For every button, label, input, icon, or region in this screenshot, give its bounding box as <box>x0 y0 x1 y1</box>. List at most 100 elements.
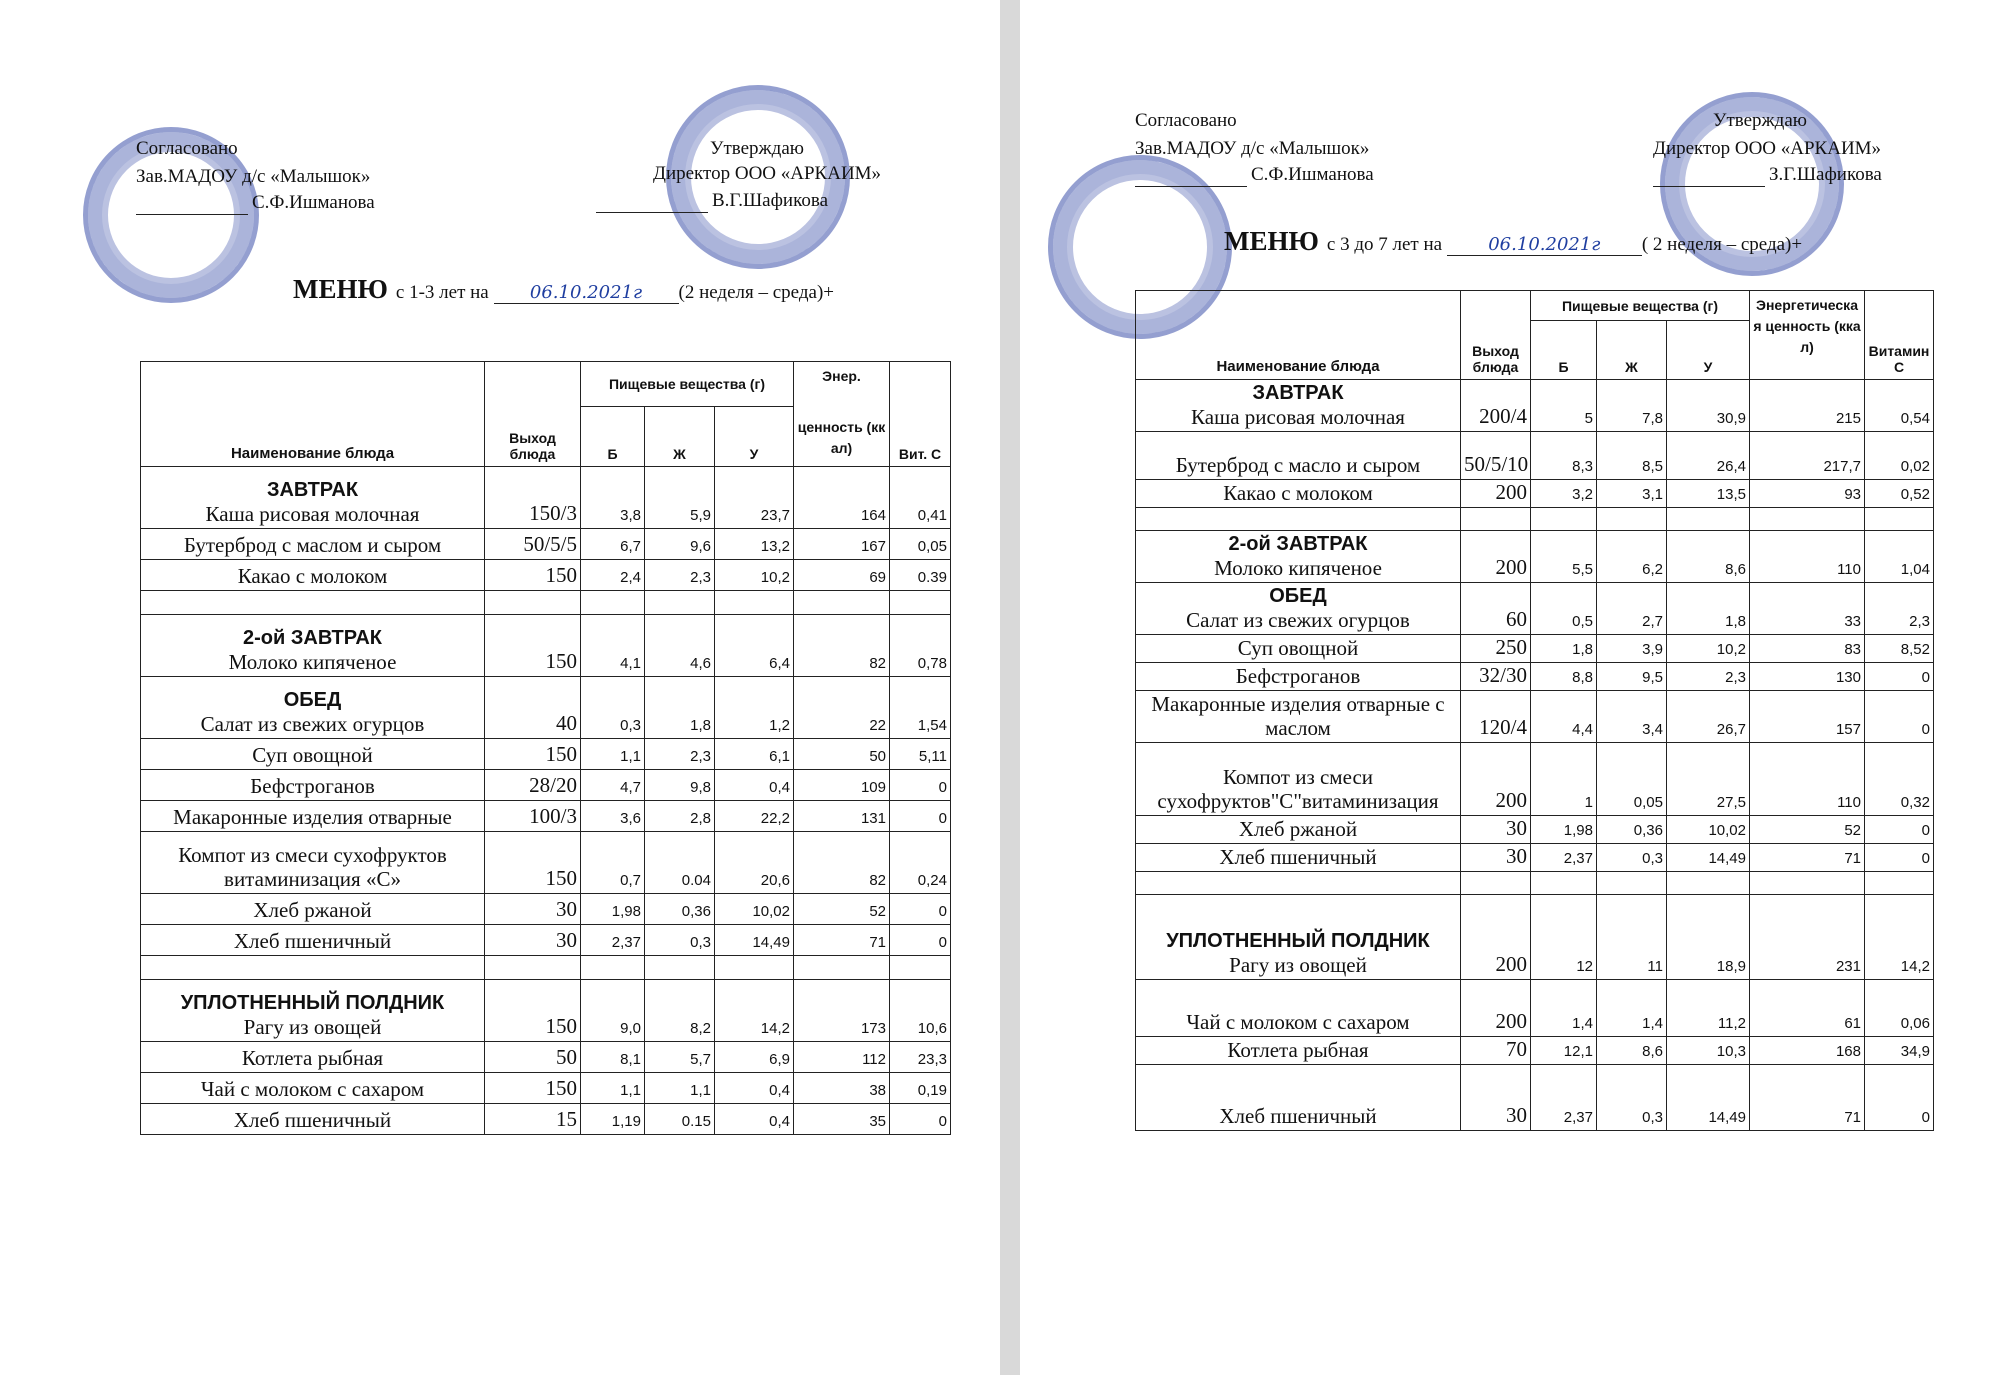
menu-week: (2 неделя – среда)+ <box>678 282 835 303</box>
value: 4,7 <box>620 779 641 796</box>
value-cell: 168 <box>1749 1036 1865 1065</box>
energy-header-line: Энер. <box>822 368 861 384</box>
value: 1,8 <box>690 717 711 734</box>
value-cell: 0,3 <box>1596 1064 1667 1131</box>
table-row: Макаронные изделия отварные 100/3 3,6 2,8 22… <box>140 800 951 832</box>
approval-position: Зав.МАДОУ д/с «Малышок» <box>136 166 371 187</box>
meal-heading: ЗАВТРАК <box>1252 381 1344 404</box>
dish-cell: Чай с молоком с сахаром <box>1135 979 1461 1037</box>
dish-name: Чай с молоком с сахаром <box>1186 1009 1410 1034</box>
value: 14,2 <box>760 1020 790 1037</box>
dish-name: Котлета рыбная <box>241 1045 384 1070</box>
energy-header: Энер. ценность (ккал) <box>797 363 886 460</box>
value: 10,02 <box>1708 822 1746 839</box>
value: 30 <box>1506 1103 1527 1127</box>
value-cell: 8,8 <box>1530 662 1597 691</box>
value-cell: 23,7 <box>714 466 794 529</box>
value: 1,98 <box>611 903 641 920</box>
energy-header-line: Энергетическая ценность (ккал) <box>1753 297 1861 355</box>
empty-cell <box>1666 871 1750 895</box>
value-cell: 30 <box>1460 815 1531 844</box>
table-row: Бефстроганов 32/30 8,8 9,5 2,3 130 0 <box>1135 662 1934 691</box>
value: 200 <box>1495 788 1528 812</box>
empty-cell <box>1864 507 1934 531</box>
table-row: Хлеб ржаной 30 1,98 0,36 10,02 52 0 <box>140 893 951 925</box>
value-cell: 0,24 <box>889 831 951 894</box>
empty-cell <box>1135 871 1461 895</box>
value-cell: 200 <box>1460 979 1531 1037</box>
value: 1,4 <box>1642 1015 1663 1032</box>
empty-cell <box>580 955 645 980</box>
meal-heading: ОБЕД <box>283 688 342 711</box>
approval-label: Утверждаю <box>1713 110 1807 131</box>
value: 23,3 <box>917 1051 947 1068</box>
value-cell: 8,1 <box>580 1041 645 1073</box>
value-cell: 35 <box>793 1103 890 1135</box>
value-cell: 3,9 <box>1596 634 1667 663</box>
approval-position: Директор ООО «АРКАИМ» <box>653 163 882 184</box>
dish-name: Суп овощной <box>1237 635 1359 660</box>
value-cell: 0,3 <box>580 676 645 739</box>
dish-cell: Какао с молоком <box>1135 479 1461 508</box>
menu-title: МЕНЮ <box>293 274 388 304</box>
dish-name: Хлеб пшеничный <box>233 928 392 953</box>
value-cell: 3,2 <box>1530 479 1597 508</box>
dish-cell: Компот из смеси сухофруктов витаминизаци… <box>140 831 485 894</box>
table-row: Бефстроганов 28/20 4,7 9,8 0,4 109 0 <box>140 769 951 801</box>
value: 0,4 <box>769 1113 790 1130</box>
value-cell: 2,3 <box>644 738 715 770</box>
header-cell: У <box>1666 320 1750 380</box>
value: 0,06 <box>1900 1015 1930 1032</box>
approval-position: Директор ООО «АРКАИМ» <box>1653 138 1882 159</box>
value: 0 <box>938 1113 947 1130</box>
value: 9,0 <box>620 1020 641 1037</box>
table-row: Бутерброд с масло и сыром 50/5/10 8,3 8,5 26… <box>1135 431 1934 480</box>
value-cell: 0,19 <box>889 1072 951 1104</box>
value: 0 <box>1921 850 1930 867</box>
value: 0 <box>938 810 947 827</box>
value-cell: 28/20 <box>484 769 581 801</box>
value-cell: 8,6 <box>1666 530 1750 583</box>
value: 217,7 <box>1823 458 1861 475</box>
value-cell: 0.39 <box>889 559 951 591</box>
value-cell: 18,9 <box>1666 894 1750 980</box>
value: 150 <box>545 1014 578 1038</box>
meal-heading: УПЛОТНЕННЫЙ ПОЛДНИК <box>1166 929 1430 952</box>
value: 100/3 <box>529 804 577 828</box>
value: 0,05 <box>1633 794 1663 811</box>
header-cell: Ж <box>644 406 715 467</box>
value-cell: 14,2 <box>1864 894 1934 980</box>
table-row: Суп овощной 150 1,1 2,3 6,1 50 5,11 <box>140 738 951 770</box>
value: 4,6 <box>690 655 711 672</box>
value: 34,9 <box>1900 1043 1930 1060</box>
value: 0 <box>1921 669 1930 686</box>
empty-cell <box>793 590 890 615</box>
value-cell: 0 <box>1864 843 1934 872</box>
value-cell: 1,4 <box>1596 979 1667 1037</box>
value-cell: 9,8 <box>644 769 715 801</box>
dish-name: Компот из смеси сухофруктов витаминизаци… <box>178 842 447 891</box>
value: 8,5 <box>1642 458 1663 475</box>
value-cell: 30 <box>484 893 581 925</box>
value: 5,7 <box>690 1051 711 1068</box>
value: 1,4 <box>1572 1015 1593 1032</box>
value-cell: 0,3 <box>1596 843 1667 872</box>
empty-cell <box>1749 871 1865 895</box>
header-cell: Энергетическая ценность (ккал) <box>1749 290 1865 380</box>
dish-cell: Хлеб пшеничный <box>140 924 485 956</box>
value: 26,4 <box>1716 458 1746 475</box>
value-cell: 4,7 <box>580 769 645 801</box>
value-cell: 112 <box>793 1041 890 1073</box>
value: 22,2 <box>760 810 790 827</box>
value-cell: 3,8 <box>580 466 645 529</box>
value: 1,98 <box>1563 822 1593 839</box>
table-row <box>1135 507 1934 531</box>
value-cell: 200 <box>1460 530 1531 583</box>
value-cell: 12 <box>1530 894 1597 980</box>
value: 0 <box>938 903 947 920</box>
value-cell: 5,11 <box>889 738 951 770</box>
dish-name: Хлеб пшеничный <box>233 1107 392 1132</box>
value: 15 <box>556 1107 577 1131</box>
value-cell: 71 <box>1749 843 1865 872</box>
value: 0,7 <box>620 872 641 889</box>
